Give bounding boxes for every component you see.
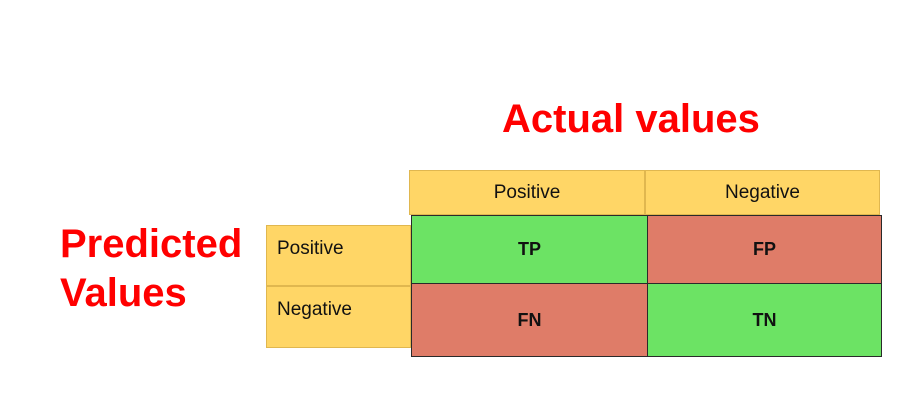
column-header-positive: Positive [409, 170, 645, 215]
confusion-matrix-grid: TP FP FN TN [411, 215, 882, 357]
row-header-positive: Positive [266, 225, 411, 286]
true-negative-cell: TN [647, 283, 881, 356]
row-header-negative: Negative [266, 286, 411, 348]
actual-values-title: Actual values [502, 97, 760, 141]
predicted-title-line-2: Values [60, 271, 187, 315]
predicted-values-title: Predicted Values [60, 220, 242, 318]
true-positive-cell: TP [412, 216, 647, 283]
false-negative-cell: FN [412, 283, 647, 356]
false-positive-cell: FP [647, 216, 881, 283]
column-header-negative: Negative [645, 170, 880, 215]
predicted-title-line-1: Predicted [60, 222, 243, 266]
